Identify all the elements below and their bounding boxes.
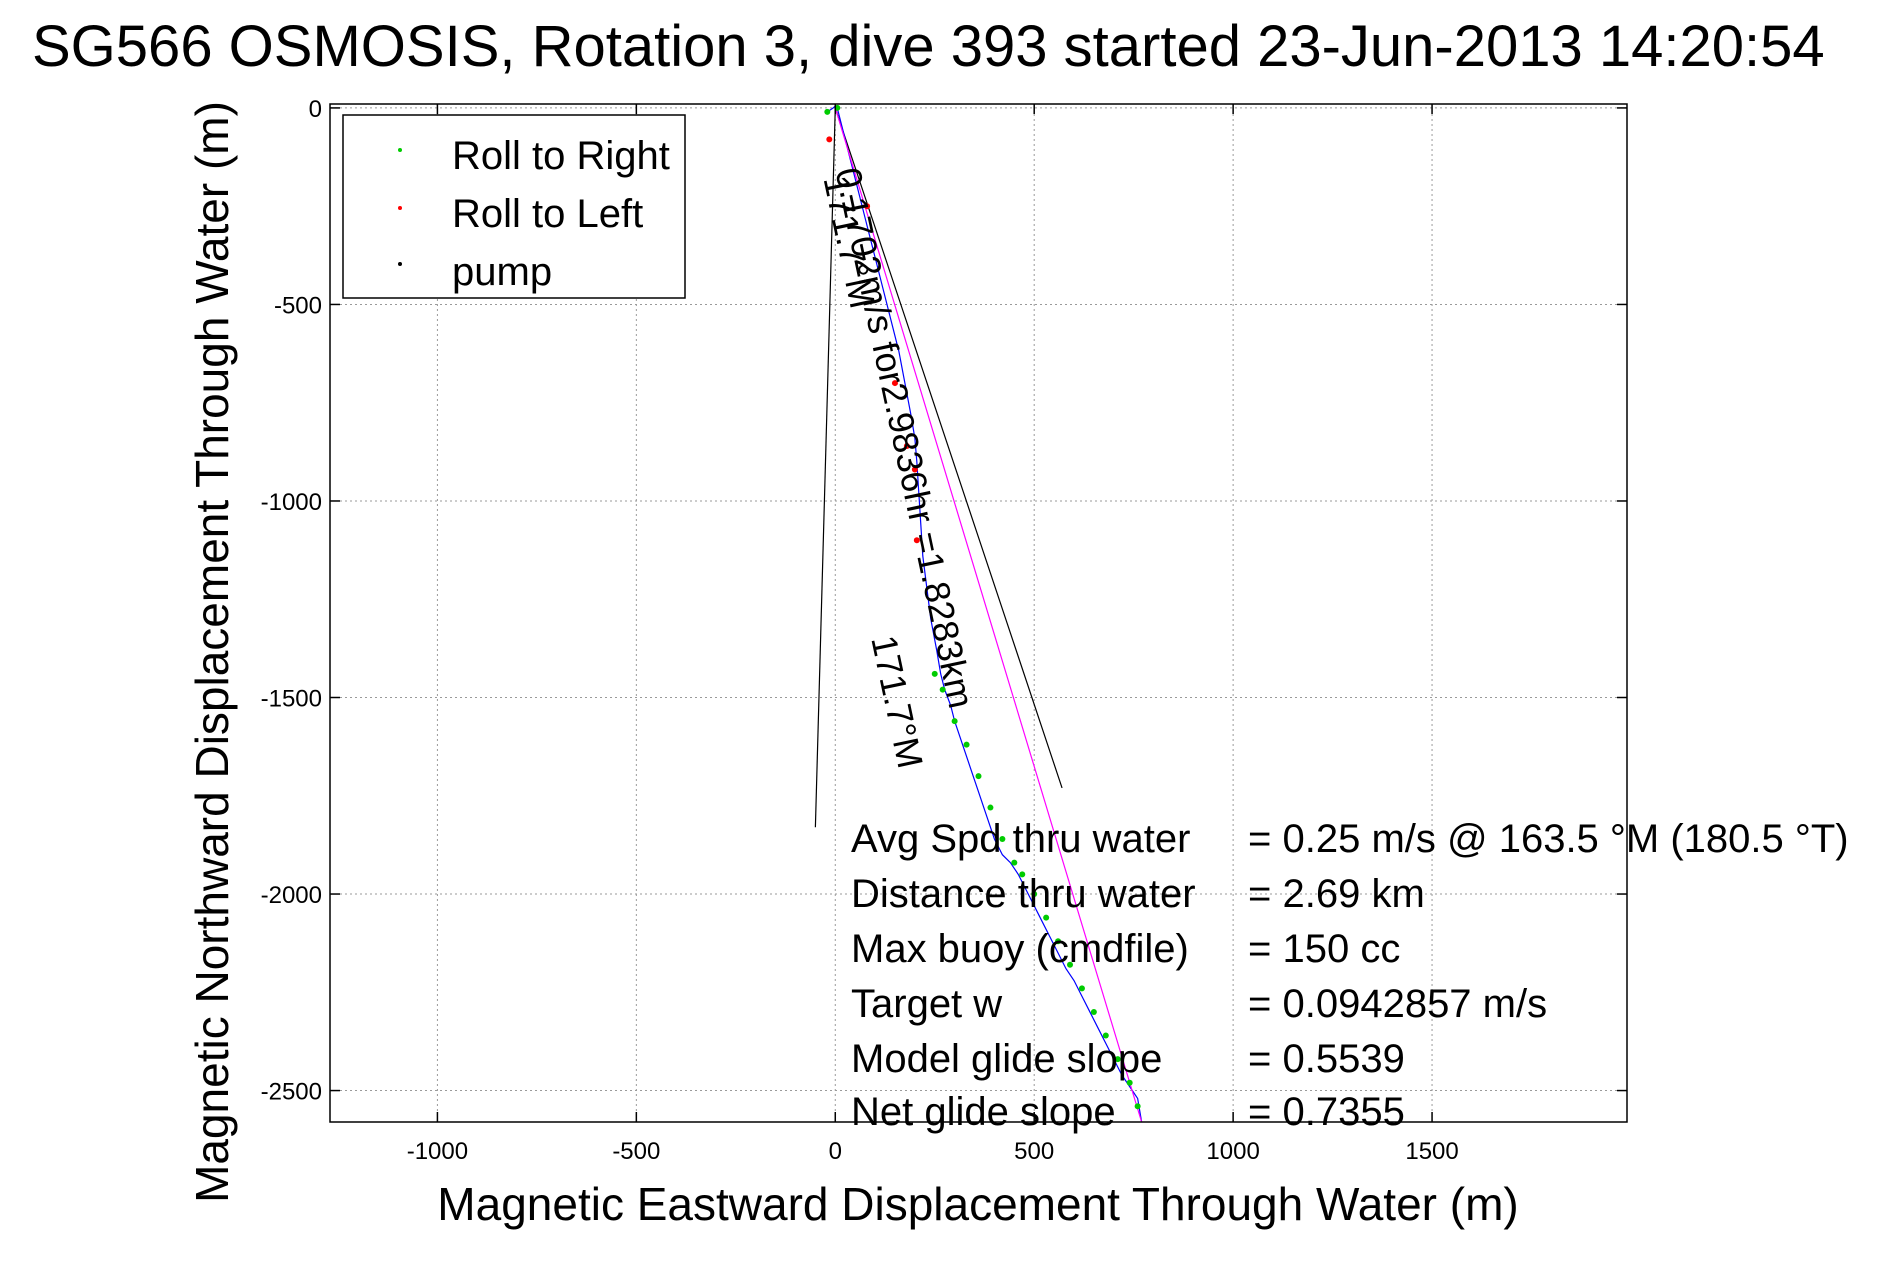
x-tick-label-4: 1000 xyxy=(1206,1138,1259,1165)
roll-right-point-7 xyxy=(987,804,994,811)
stat-value-avg-speed: = 0.25 m/s @ 163.5 °M (180.5 °T) xyxy=(1248,817,1849,861)
chart-title: SG566 OSMOSIS, Rotation 3, dive 393 star… xyxy=(32,14,1825,79)
y-tick-label-0: 0 xyxy=(309,96,322,123)
roll-right-point-10 xyxy=(1019,871,1026,878)
roll-right-point-8 xyxy=(999,836,1006,843)
stat-label-distance: Distance thru water xyxy=(851,872,1196,916)
x-tick-label-1: -500 xyxy=(612,1138,660,1165)
x-tick-label-5: 1500 xyxy=(1405,1138,1458,1165)
series-line-track xyxy=(826,105,1143,1123)
roll-left-point-3 xyxy=(903,442,910,449)
y-tick-label-1: -500 xyxy=(274,292,322,319)
roll-right-point-15 xyxy=(1078,985,1085,992)
roll-right-point-18 xyxy=(1114,1056,1121,1063)
roll-right-point-17 xyxy=(1102,1032,1109,1039)
stat-value-target-w: = 0.0942857 m/s xyxy=(1248,982,1547,1026)
roll-right-point-4 xyxy=(951,718,958,725)
y-tick-label-5: -2500 xyxy=(261,1079,322,1106)
roll-right-point-20 xyxy=(1134,1103,1141,1110)
legend-label-roll-left: Roll to Left xyxy=(452,192,643,236)
legend-label-pump: pump xyxy=(452,250,552,294)
y-axis-label: Magnetic Northward Displacement Through … xyxy=(186,101,238,1203)
legend-marker-pump xyxy=(398,262,402,266)
grid xyxy=(330,104,1627,1122)
roll-right-point-13 xyxy=(1055,938,1062,945)
cone-line-left xyxy=(814,107,836,828)
stat-label-net-glide: Net glide slope xyxy=(851,1090,1116,1134)
roll-right-point-16 xyxy=(1090,1008,1097,1015)
legend-label-roll-right: Roll to Right xyxy=(452,134,670,178)
roll-left-point-1 xyxy=(864,203,871,210)
x-tick-label-3: 500 xyxy=(1014,1138,1054,1165)
cone-line-right xyxy=(834,107,1063,789)
x-axis-label: Magnetic Eastward Displacement Through W… xyxy=(437,1178,1518,1230)
roll-left-point-4 xyxy=(911,466,918,473)
stat-label-target-w: Target w xyxy=(851,982,1002,1026)
roll-right-point-3 xyxy=(939,686,946,693)
stat-label-model-glide: Model glide slope xyxy=(851,1037,1162,1081)
x-tick-label-2: 0 xyxy=(829,1138,842,1165)
series-lines xyxy=(826,105,1143,1123)
roll-right-point-5 xyxy=(963,741,970,748)
plot-frame xyxy=(329,103,1628,1123)
axis-ticks: -1000 -500 0 500 1000 1500 0 -500 -1000 -1500 -200… xyxy=(261,96,1627,1165)
roll-right-point-11 xyxy=(1031,891,1038,898)
stats-annotations: Avg Spd thru water = 0.25 m/s @ 163.5 °M… xyxy=(851,817,1849,1134)
roll-right-point-6 xyxy=(975,773,982,780)
roll-left-point-2 xyxy=(891,380,898,387)
stat-value-max-buoy: = 150 cc xyxy=(1248,927,1400,971)
roll-right-point-2 xyxy=(931,670,938,677)
roll-right-point-12 xyxy=(1043,914,1050,921)
stat-label-max-buoy: Max buoy (cmdfile) xyxy=(851,927,1189,971)
roll-right-point-9 xyxy=(1011,859,1018,866)
roll-right-point-0 xyxy=(824,108,831,115)
roll-left-point-5 xyxy=(913,537,920,544)
y-tick-label-4: -2000 xyxy=(261,882,322,909)
stat-value-model-glide: = 0.5539 xyxy=(1248,1037,1405,1081)
legend-marker-roll-right xyxy=(398,148,402,152)
stat-label-avg-speed: Avg Spd thru water xyxy=(851,817,1190,861)
y-tick-label-3: -1500 xyxy=(261,686,322,713)
cone-lines xyxy=(814,107,1063,828)
roll-left-point-0 xyxy=(826,136,833,143)
series-line-heading xyxy=(834,107,1143,1123)
roll-right-point-19 xyxy=(1126,1079,1133,1086)
roll-right-point-14 xyxy=(1067,961,1074,968)
legend-marker-roll-left xyxy=(398,206,402,210)
y-tick-label-2: -1000 xyxy=(261,489,322,516)
x-tick-label-0: -1000 xyxy=(407,1138,468,1165)
stat-value-distance: = 2.69 km xyxy=(1248,872,1425,916)
legend: Roll to Right Roll to Left pump xyxy=(342,114,686,299)
stat-value-net-glide: = 0.7355 xyxy=(1248,1090,1405,1134)
